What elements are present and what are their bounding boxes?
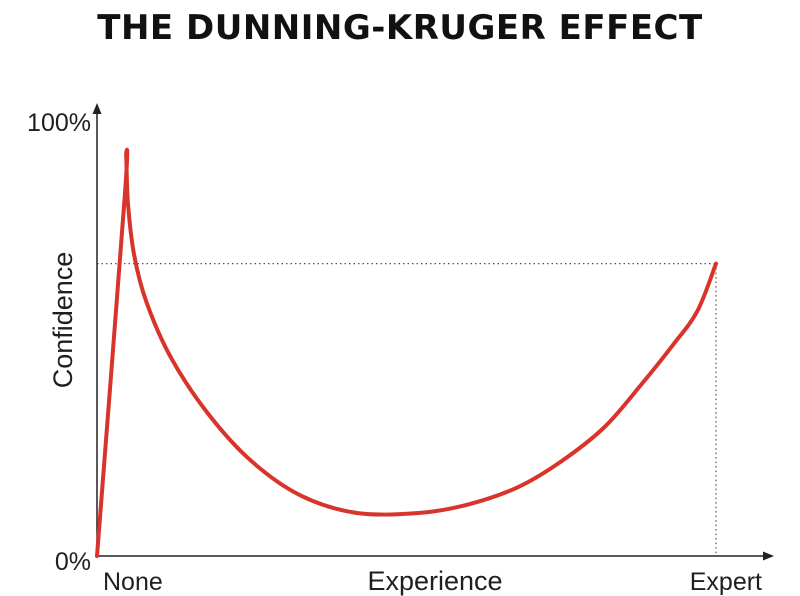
reference-lines: [97, 263, 717, 556]
x-tick-label-right: Expert: [690, 568, 762, 596]
y-axis-title: Confidence: [48, 252, 78, 389]
y-tick-label-top: 100%: [27, 109, 91, 137]
x-tick-label-left: None: [103, 568, 163, 596]
x-axis-title: Experience: [367, 566, 502, 596]
x-axis-arrow: [763, 551, 774, 561]
labels-layer: 100% 0% None Expert Experience Confidenc…: [27, 109, 762, 596]
chart-title: THE DUNNING-KRUGER EFFECT: [97, 8, 703, 48]
series-layer: [95, 147, 718, 558]
y-axis-arrow: [92, 103, 102, 114]
axes: [92, 103, 774, 561]
y-tick-label-bottom: 0%: [55, 548, 91, 576]
confidence-curve-0: [95, 147, 718, 558]
